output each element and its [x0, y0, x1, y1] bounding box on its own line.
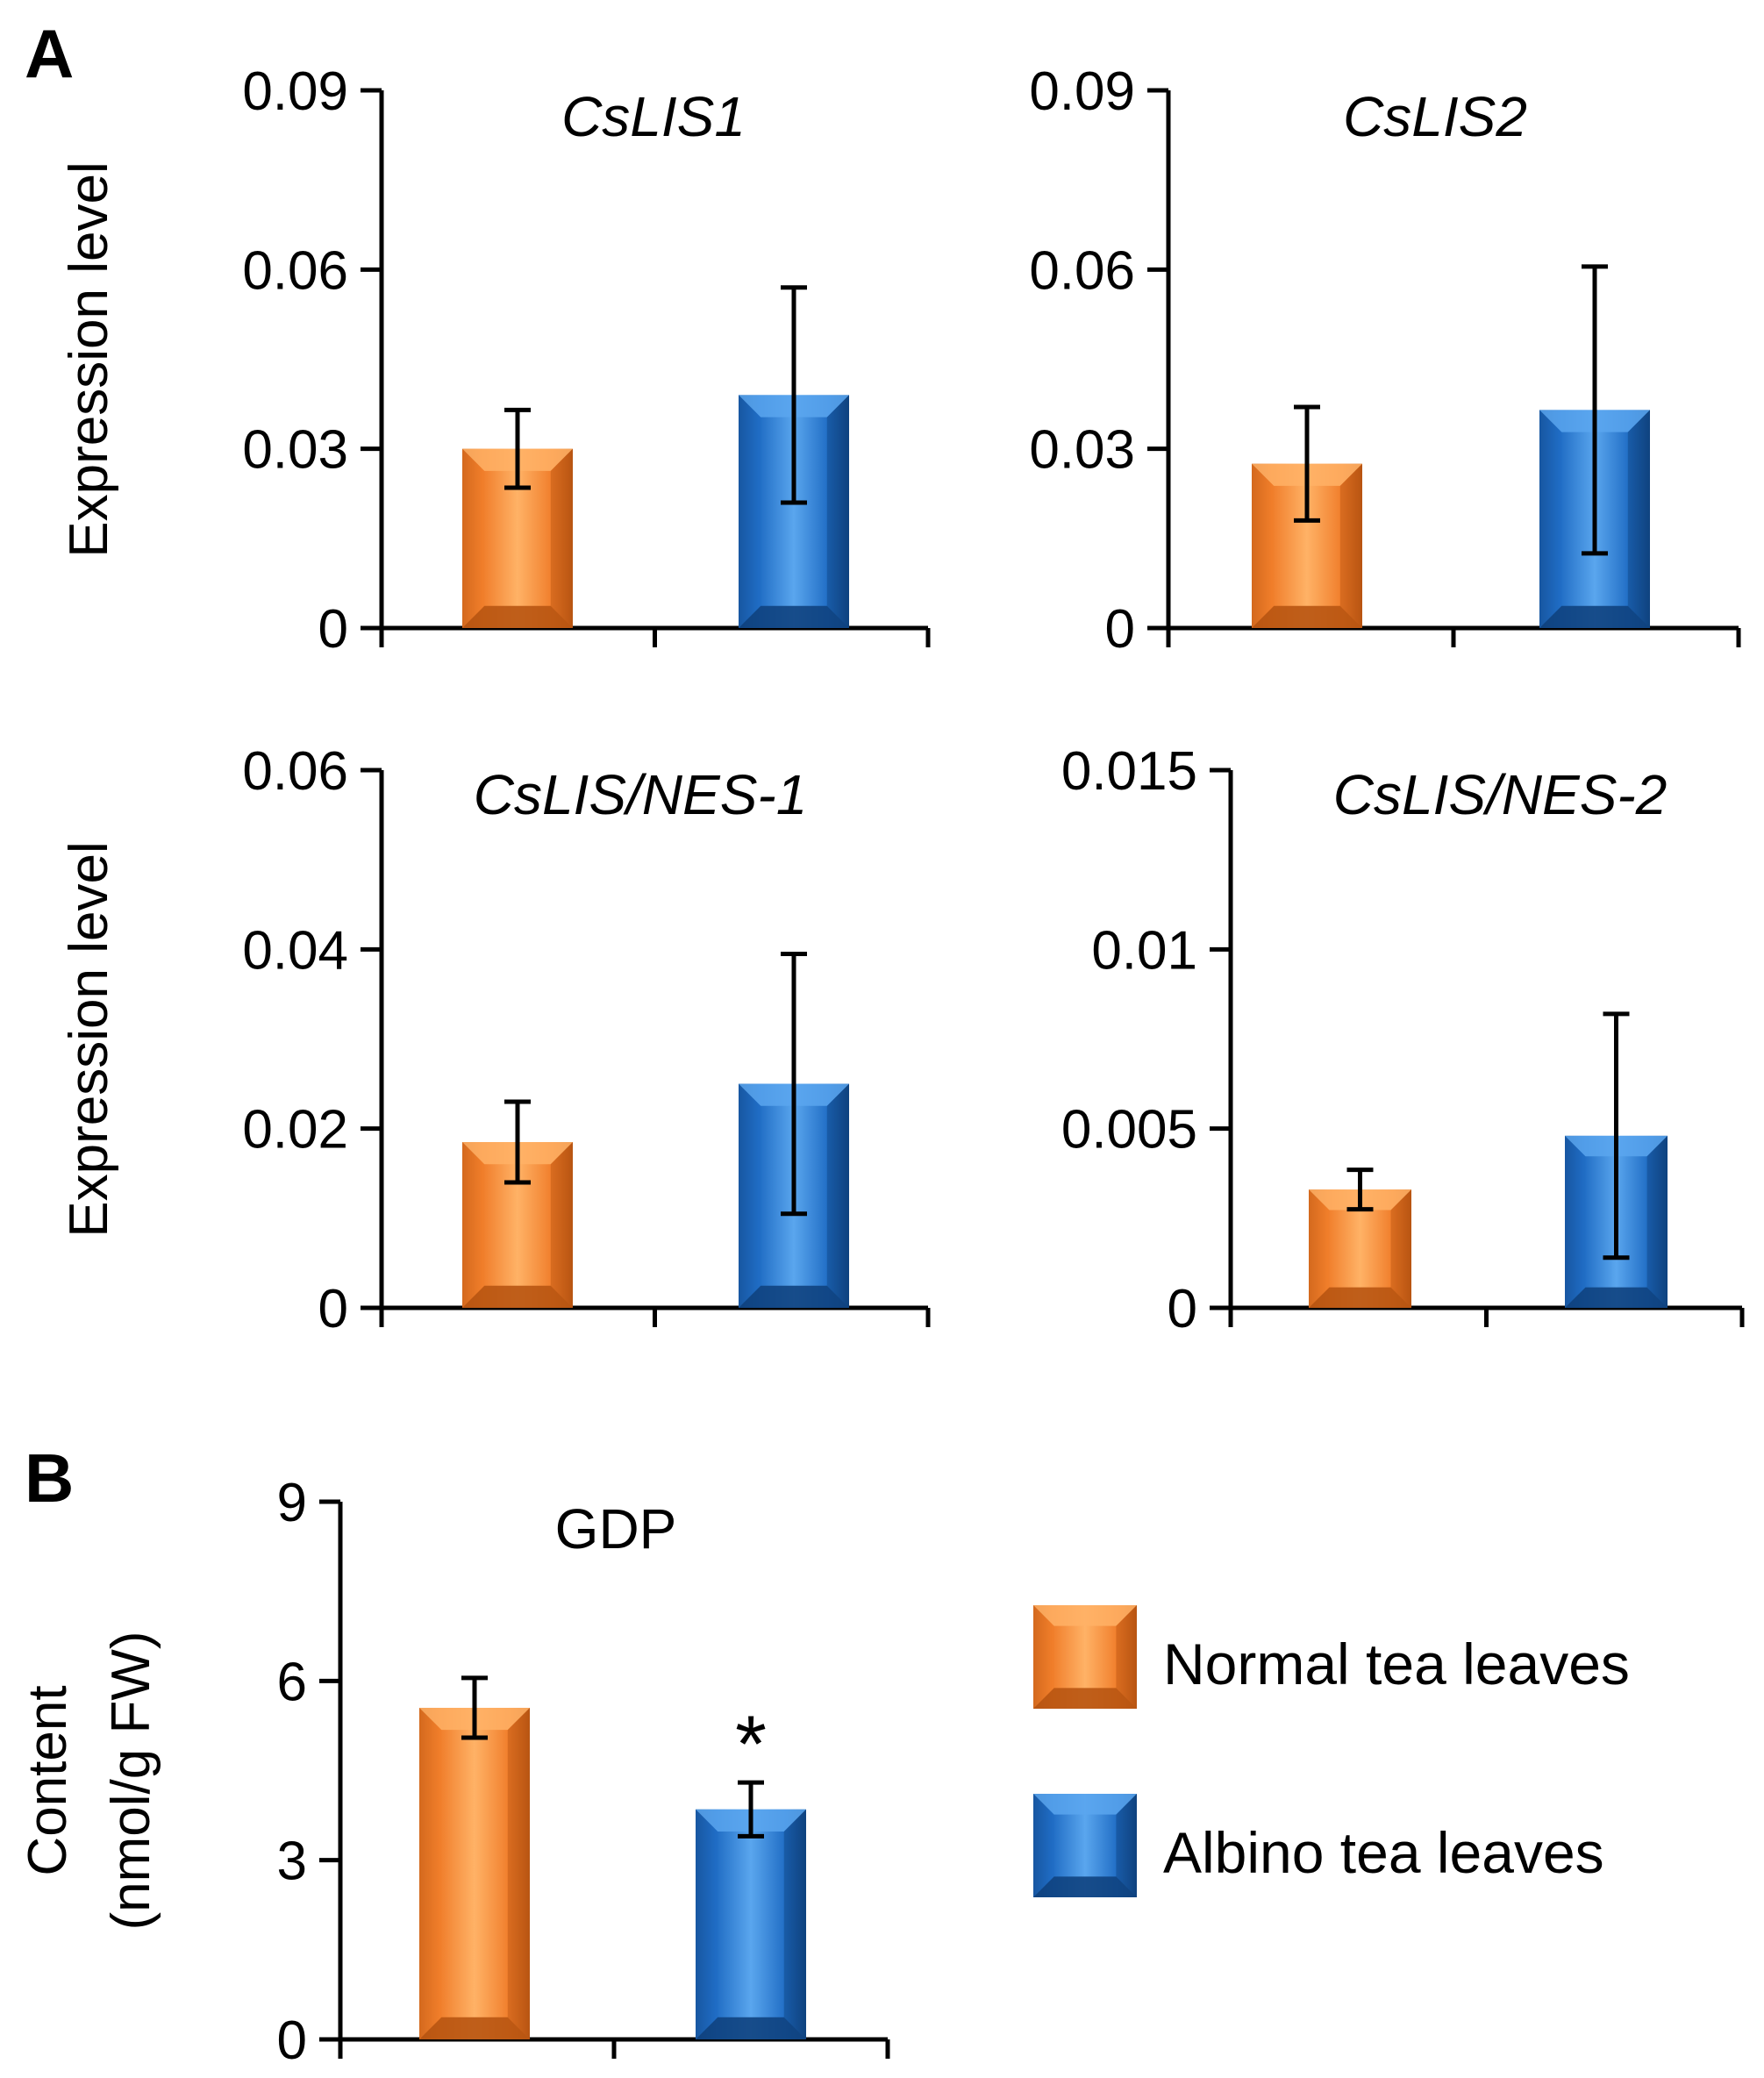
- legend-swatch-albino: [1033, 1794, 1137, 1897]
- chart-cslis2: 0 0.03 0.06 0.09 CsLIS2: [1029, 61, 1741, 660]
- chart-cslis-nes-2: 0 0.005 0.01 0.015 CsLIS/NES-2: [1061, 741, 1745, 1339]
- chart-title: GDP: [555, 1497, 677, 1560]
- legend-swatch-normal: [1033, 1605, 1137, 1709]
- bar-normal: [419, 1707, 530, 2039]
- error-bar-normal: [1294, 404, 1320, 523]
- legend-label-normal: Normal tea leaves: [1163, 1632, 1630, 1696]
- y-tick-label: 0.02: [242, 1100, 348, 1160]
- chart-title: CsLIS/NES-1: [474, 763, 808, 826]
- chart-gdp: 0 3 6 9 * GDP Content (nmol/g FW): [18, 1473, 890, 2071]
- error-bar-albino: [1582, 264, 1608, 556]
- error-bar-albino: [738, 1780, 764, 1839]
- y-tick-label: 6: [277, 1652, 307, 1712]
- legend-label-albino: Albino tea leaves: [1163, 1820, 1604, 1885]
- y-tick-label: 0.01: [1091, 920, 1197, 981]
- y-tick-label: 0.03: [242, 420, 348, 481]
- y-tick-label: 0.06: [242, 240, 348, 301]
- y-tick-label: 0: [1168, 1279, 1197, 1339]
- y-axis-label: Content: [18, 1685, 78, 1875]
- y-axis-label-line2: (nmol/g FW): [101, 1632, 161, 1931]
- legend-swatch-box-normal: [1033, 1605, 1137, 1709]
- y-tick-label: 0.04: [242, 920, 348, 981]
- significance-marker: *: [735, 1700, 767, 1789]
- y-tick-label: 0.005: [1061, 1100, 1197, 1160]
- legend-item-normal: Normal tea leaves: [1033, 1605, 1630, 1709]
- y-tick-label: 9: [277, 1473, 307, 1533]
- y-tick-label: 0: [277, 2010, 307, 2071]
- y-tick-label: 0: [318, 1279, 348, 1339]
- error-bar-normal: [504, 407, 531, 490]
- chart-title: CsLIS2: [1343, 85, 1527, 148]
- legend-item-albino: Albino tea leaves: [1033, 1794, 1604, 1897]
- y-axis-label: Expression level: [59, 841, 119, 1237]
- y-axis-label: Expression level: [59, 161, 119, 557]
- error-bar-normal: [1346, 1168, 1374, 1212]
- chart-cslis-nes-1: 0 0.02 0.04 0.06 CsLIS/NES-1 Expression level: [59, 741, 931, 1339]
- panel-a-label: A: [25, 15, 74, 92]
- error-bar-albino: [1603, 1011, 1630, 1260]
- error-bar-albino: [781, 285, 807, 505]
- error-bar-normal: [504, 1099, 531, 1185]
- error-bar-normal: [461, 1675, 488, 1740]
- y-tick-label: 0: [318, 599, 348, 660]
- error-bar-albino: [781, 951, 807, 1217]
- bar-normal: [462, 1141, 573, 1308]
- chart-title: CsLIS1: [561, 85, 746, 148]
- y-tick-label: 0.09: [242, 61, 348, 122]
- y-tick-label: 0.015: [1061, 741, 1197, 802]
- y-tick-label: 0: [1105, 599, 1135, 660]
- bar-albino: [696, 1809, 806, 2039]
- y-tick-label: 0.03: [1029, 420, 1135, 481]
- legend-swatch-box-albino: [1033, 1794, 1137, 1897]
- chart-title: CsLIS/NES-2: [1333, 763, 1668, 826]
- chart-cslis1: 0 0.03 0.06 0.09 CsLIS1 Expression level: [59, 61, 931, 660]
- legend: Normal tea leaves Albino tea leaves: [1033, 1605, 1630, 1897]
- y-tick-label: 0.09: [1029, 61, 1135, 122]
- y-tick-label: 3: [277, 1832, 307, 1892]
- y-tick-label: 0.06: [1029, 240, 1135, 301]
- y-tick-label: 0.06: [242, 741, 348, 802]
- panel-b-label: B: [25, 1439, 74, 1517]
